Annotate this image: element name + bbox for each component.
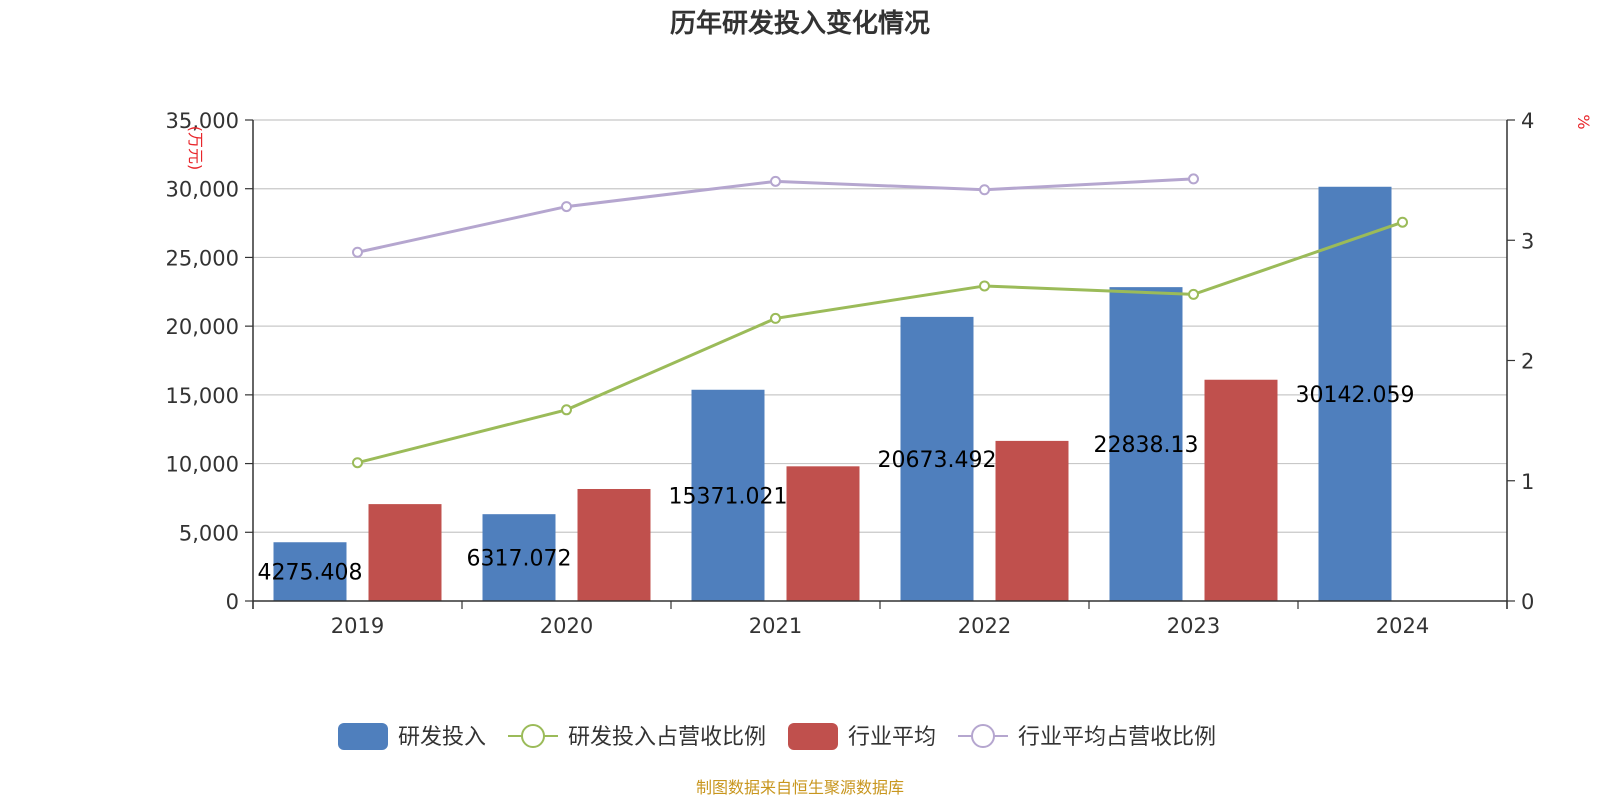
legend-item-rd-investment: 研发投入	[338, 723, 486, 750]
legend-swatch-marker	[521, 724, 545, 748]
data-labels: 4275.408 6317.072 15371.021 20673.492 22838.…	[258, 383, 1415, 586]
left-tick-label: 15,000	[166, 384, 239, 408]
point-rd-ratio	[1397, 216, 1408, 228]
legend-label: 行业平均占营收比例	[1018, 725, 1216, 750]
right-tick-label: 3	[1521, 229, 1534, 253]
bar-industry-average	[995, 440, 1069, 601]
legend-swatch-marker	[971, 724, 995, 748]
legend: 研发投入 研发投入占营收比例 行业平均 行业平均占营收比例	[338, 723, 1216, 750]
point-rd-ratio	[561, 404, 572, 416]
left-tick-label: 10,000	[166, 453, 239, 477]
bar-rd-investment	[691, 389, 765, 601]
point-rd-ratio	[979, 280, 990, 292]
bar-data-label: 20673.492	[878, 448, 997, 473]
right-tick-label: 4	[1521, 109, 1534, 133]
bar-industry-average	[368, 504, 442, 601]
left-tick-label: 25,000	[166, 246, 239, 270]
line-industry-ratio	[357, 177, 1194, 254]
legend-label: 行业平均	[848, 725, 936, 750]
bar-data-label: 15371.021	[669, 484, 788, 509]
left-tick-label: 0	[226, 590, 239, 614]
bar-rd-investment	[273, 542, 347, 601]
right-axis-unit: %	[1574, 114, 1593, 129]
point-rd-ratio	[770, 312, 781, 324]
x-tick-label: 2019	[331, 614, 384, 638]
x-tick-label: 2023	[1167, 614, 1220, 638]
left-tick-label: 20,000	[166, 315, 239, 339]
lines	[352, 173, 1408, 469]
x-tick-label: 2020	[540, 614, 593, 638]
legend-item-industry-average: 行业平均	[788, 723, 936, 750]
left-tick-label: 35,000	[166, 109, 239, 133]
legend-label: 研发投入占营收比例	[568, 725, 766, 750]
right-tick-label: 1	[1521, 470, 1534, 494]
bar-rd-investment	[482, 514, 556, 601]
bar-industry-average	[1204, 379, 1278, 601]
legend-item-rd-ratio: 研发投入占营收比例	[508, 724, 766, 750]
grid-lines	[253, 119, 1507, 533]
point-industry-ratio	[1188, 173, 1199, 185]
bar-data-label: 6317.072	[467, 547, 572, 572]
point-industry-ratio	[561, 201, 572, 213]
legend-swatch	[338, 723, 388, 750]
bar-rd-investment	[900, 316, 974, 601]
bar-rd-investment	[1109, 287, 1183, 601]
point-industry-ratio	[979, 184, 990, 196]
point-rd-ratio	[1188, 288, 1199, 300]
left-axis-unit: (万元)	[186, 126, 205, 171]
bar-rd-investment	[1318, 186, 1392, 601]
right-tick-label: 2	[1521, 350, 1534, 374]
x-tick-label: 2022	[958, 614, 1011, 638]
chart-title: 历年研发投入变化情况	[670, 8, 930, 39]
x-tick-label: 2021	[749, 614, 802, 638]
line-rd-ratio	[357, 220, 1403, 465]
data-source-note: 制图数据来自恒生聚源数据库	[696, 778, 904, 797]
bar-data-label: 22838.13	[1094, 433, 1199, 458]
legend-item-industry-ratio: 行业平均占营收比例	[958, 724, 1216, 750]
bars	[273, 186, 1392, 601]
point-industry-ratio	[352, 246, 363, 258]
bar-data-label: 4275.408	[258, 561, 363, 586]
point-rd-ratio	[352, 457, 363, 469]
right-tick-label: 0	[1521, 590, 1534, 614]
legend-label: 研发投入	[398, 725, 486, 750]
bar-industry-average	[786, 466, 860, 601]
bar-data-label: 30142.059	[1296, 383, 1415, 408]
point-industry-ratio	[770, 175, 781, 187]
left-tick-label: 5,000	[179, 521, 239, 545]
left-tick-label: 30,000	[166, 178, 239, 202]
bar-industry-average	[577, 488, 651, 601]
x-tick-label: 2024	[1376, 614, 1429, 638]
axes: 0 5,000 10,000 15,000 20,000 25,000 30,000 35,0…	[166, 109, 1535, 638]
legend-swatch	[788, 723, 838, 750]
